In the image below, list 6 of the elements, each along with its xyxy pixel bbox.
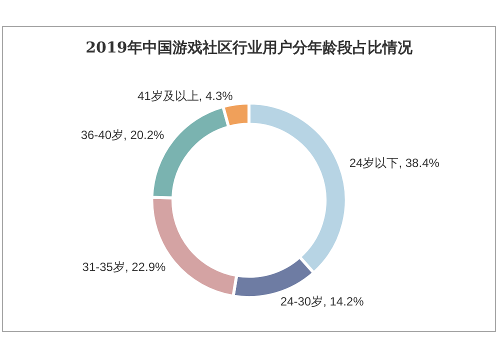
slice-label: 24-30岁, 14.2%	[280, 294, 364, 308]
slice-label: 24岁以下, 38.4%	[349, 156, 440, 170]
chart-title: 2019年中国游戏社区行业用户分年龄段占比情况	[86, 38, 414, 56]
slice-label: 31-35岁, 22.9%	[82, 260, 166, 274]
slice-label: 41岁及以上, 4.3%	[137, 88, 234, 103]
slice-label: 36-40岁, 20.2%	[80, 128, 165, 142]
